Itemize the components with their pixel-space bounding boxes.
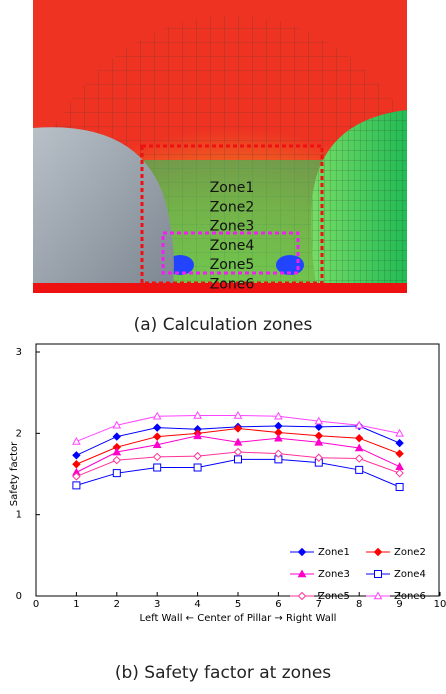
data-point [112, 455, 122, 465]
plot-frame [35, 343, 440, 597]
data-point [354, 454, 364, 463]
x-axis-label: Left Wall ← Center of Pillar → Right Wal… [140, 613, 337, 624]
legend-label: Zone3 [318, 569, 350, 580]
x-tick-label: 3 [154, 599, 160, 610]
legend-label: Zone1 [318, 547, 350, 558]
data-point [193, 431, 202, 440]
data-point [193, 451, 202, 461]
legend-label: Zone6 [394, 591, 426, 602]
data-point [314, 416, 324, 425]
data-point [233, 410, 243, 419]
data-point [314, 437, 324, 446]
zone-label: Zone6 [210, 277, 255, 293]
data-point [314, 453, 324, 462]
data-point [152, 452, 162, 462]
data-point [152, 440, 162, 449]
zone-label: Zone2 [210, 199, 255, 215]
data-point [112, 420, 122, 429]
caption: (b) Safety factor at zones [115, 663, 331, 683]
zone-label: Zone1 [210, 180, 255, 196]
data-point [354, 443, 364, 452]
x-tick-label: 5 [235, 599, 241, 610]
data-point [274, 411, 283, 420]
data-point [233, 424, 243, 433]
data-point [395, 428, 404, 437]
legend-marker [297, 569, 307, 578]
x-tick-label: 8 [356, 599, 362, 610]
y-axis-label: Safety factor [9, 441, 20, 506]
data-point [395, 468, 404, 478]
data-point [152, 423, 162, 432]
legend-marker [374, 570, 382, 578]
data-point [355, 465, 364, 474]
data-point [314, 422, 324, 432]
y-tick-label: 0 [16, 591, 22, 602]
data-point [153, 463, 162, 472]
data-point [152, 432, 162, 441]
data-point [233, 437, 243, 446]
y-tick-label: 2 [16, 428, 22, 439]
legend-label: Zone5 [318, 591, 350, 602]
data-point [395, 483, 404, 492]
x-tick-label: 9 [396, 599, 402, 610]
simulation-image [33, 0, 407, 293]
series-line [76, 458, 400, 488]
data-point [72, 436, 81, 445]
zone-label: Zone5 [210, 257, 255, 273]
data-point [112, 447, 122, 456]
x-tick-label: 1 [73, 599, 79, 610]
data-point [274, 449, 283, 458]
x-tick-label: 7 [316, 599, 322, 610]
caption: (a) Calculation zones [134, 315, 313, 335]
x-tick-label: 0 [33, 599, 39, 610]
legend-marker [297, 547, 307, 557]
x-tick-label: 2 [114, 599, 120, 610]
data-point [354, 434, 364, 443]
data-point [193, 463, 202, 472]
legend-marker [373, 547, 383, 557]
data-point [112, 469, 121, 478]
data-point [72, 481, 81, 490]
legend-label: Zone2 [394, 547, 426, 558]
data-point [234, 455, 242, 464]
zone-label: Zone4 [210, 238, 255, 254]
legend-label: Zone4 [394, 569, 426, 580]
data-point [72, 451, 81, 460]
data-point [395, 438, 404, 448]
data-point [395, 462, 404, 470]
data-point [72, 472, 81, 481]
y-tick-label: 3 [16, 347, 22, 358]
legend-marker [297, 591, 307, 601]
legend-marker [373, 591, 383, 600]
data-point [274, 433, 283, 442]
data-point [193, 410, 202, 419]
x-tick-label: 4 [194, 599, 200, 610]
zone-label: Zone3 [210, 219, 255, 235]
data-point [395, 449, 404, 458]
x-tick-label: 10 [434, 599, 446, 610]
data-point [233, 447, 243, 457]
y-tick-label: 1 [16, 510, 22, 521]
data-point [112, 432, 122, 441]
x-tick-label: 6 [275, 599, 281, 610]
data-point [152, 411, 162, 420]
data-point [354, 420, 364, 429]
data-point [72, 460, 81, 469]
